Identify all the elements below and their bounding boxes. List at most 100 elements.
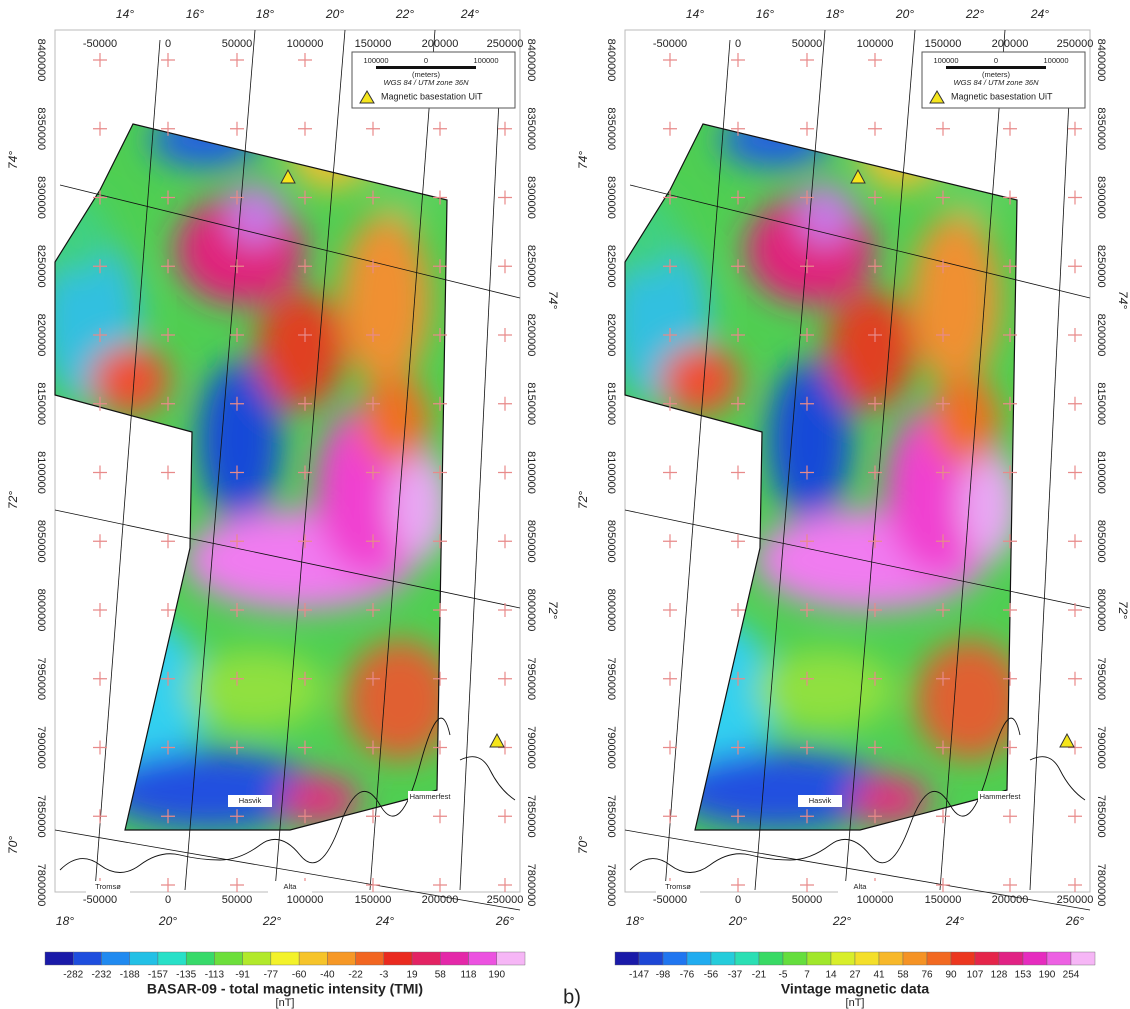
left-y-label: 8350000 <box>35 107 47 150</box>
bottom-degree-label: 20° <box>158 914 177 928</box>
left-latitude: 72° <box>6 491 20 509</box>
left-y-label: 8200000 <box>605 314 617 357</box>
right-y-label: 8150000 <box>1095 382 1107 425</box>
place-label: Hammerfest <box>410 792 452 801</box>
bottom-degree-label: 24° <box>375 914 394 928</box>
top-x-label: 50000 <box>222 38 253 50</box>
scale-label: 0 <box>424 56 428 65</box>
panel-title: Vintage magnetic data <box>781 981 930 997</box>
right-y-label: 8200000 <box>1095 314 1107 357</box>
right-latitude: 74° <box>546 291 560 309</box>
colorbar-label: -76 <box>680 970 695 981</box>
colorbar-label: 19 <box>406 970 418 981</box>
bottom-x-label: 0 <box>735 894 741 906</box>
colorbar-cell <box>807 952 831 965</box>
left-latitude: 70° <box>576 836 590 854</box>
right-y-label: 8200000 <box>525 314 537 357</box>
colorbar-cell <box>412 952 440 965</box>
colorbar-cell <box>327 952 355 965</box>
bottom-x-label: 250000 <box>487 894 524 906</box>
left-y-label: 8300000 <box>35 176 47 219</box>
anomaly <box>660 345 740 415</box>
right-y-label: 8000000 <box>525 589 537 632</box>
colorbar-label: -77 <box>264 970 279 981</box>
left-y-label: 8200000 <box>35 314 47 357</box>
left-y-label: 8000000 <box>35 589 47 632</box>
colorbar-cell <box>1023 952 1047 965</box>
anomaly <box>825 290 915 410</box>
figure-label: b) <box>563 986 581 1008</box>
colorbar-label: -98 <box>656 970 671 981</box>
colorbar-label: 58 <box>897 970 909 981</box>
colorbar-cell <box>903 952 927 965</box>
colorbar-label: 118 <box>461 970 477 981</box>
colorbar-label: 153 <box>1015 970 1032 981</box>
colorbar-label: 14 <box>825 970 837 981</box>
top-x-label: 200000 <box>422 38 459 50</box>
left-y-label: 8250000 <box>605 245 617 288</box>
place-label: Hasvik <box>809 796 832 805</box>
colorbar-label: 128 <box>991 970 1008 981</box>
colorbar-cell <box>1071 952 1095 965</box>
colorbar-label: -5 <box>779 970 788 981</box>
bottom-x-label: 200000 <box>992 894 1029 906</box>
colorbar-cell <box>663 952 687 965</box>
bottom-x-label: 150000 <box>925 894 962 906</box>
left-latitude: 74° <box>6 151 20 169</box>
colorbar-cell <box>130 952 158 965</box>
colorbar-cell <box>1047 952 1071 965</box>
colorbar-label: -3 <box>379 970 388 981</box>
colorbar-label: -22 <box>348 970 363 981</box>
colorbar-cell <box>101 952 129 965</box>
bottom-degree-label: 20° <box>728 914 747 928</box>
colorbar-cell <box>214 952 242 965</box>
colorbar-label: 76 <box>921 970 933 981</box>
colorbar-label: 41 <box>873 970 885 981</box>
top-degree-label: 24° <box>460 7 479 21</box>
colorbar-cell <box>469 952 497 965</box>
colorbar-cell <box>356 952 384 965</box>
colorbar-label: 58 <box>435 970 447 981</box>
colorbar-label: -60 <box>292 970 307 981</box>
right-y-label: 7850000 <box>1095 795 1107 838</box>
bottom-x-label: 100000 <box>857 894 894 906</box>
colorbar-cell <box>440 952 468 965</box>
left-y-label: 7950000 <box>605 657 617 700</box>
top-degree-label: 14° <box>686 7 704 21</box>
colorbar-label: -157 <box>148 970 168 981</box>
top-degree-label: 22° <box>965 7 984 21</box>
anomaly <box>910 215 1000 385</box>
top-degree-label: 20° <box>325 7 344 21</box>
left-y-label: 8300000 <box>605 176 617 219</box>
right-y-label: 8350000 <box>525 107 537 150</box>
left-latitude: 74° <box>576 151 590 169</box>
left-y-label: 7850000 <box>605 795 617 838</box>
colorbar-label: 107 <box>967 970 984 981</box>
top-x-label: -50000 <box>653 38 687 50</box>
right-y-label: 7900000 <box>525 726 537 769</box>
top-degree-label: 24° <box>1030 7 1049 21</box>
left-y-label: 7900000 <box>35 726 47 769</box>
right-y-label: 8300000 <box>525 176 537 219</box>
right-y-label: 8300000 <box>1095 176 1107 219</box>
colorbar-label: -37 <box>728 970 743 981</box>
colorbar-cell <box>831 952 855 965</box>
bottom-x-label: 100000 <box>287 894 324 906</box>
top-degree-label: 18° <box>256 7 274 21</box>
right-latitude: 74° <box>1116 291 1130 309</box>
right-y-label: 7800000 <box>525 864 537 907</box>
right-y-label: 7900000 <box>1095 726 1107 769</box>
anomaly <box>185 650 325 730</box>
colorbar-cell <box>855 952 879 965</box>
left-y-label: 8250000 <box>35 245 47 288</box>
colorbar-label: -232 <box>91 970 111 981</box>
bottom-degree-label: 18° <box>56 914 74 928</box>
left-y-label: 7800000 <box>35 864 47 907</box>
scale-label: 0 <box>994 56 998 65</box>
colorbar-cell <box>243 952 271 965</box>
basestation-label: Magnetic basestation UiT <box>381 91 483 101</box>
place-label: Tromsø <box>95 882 121 891</box>
colorbar-cell <box>271 952 299 965</box>
colorbar-label: 7 <box>804 970 810 981</box>
colorbar-label: -91 <box>235 970 250 981</box>
